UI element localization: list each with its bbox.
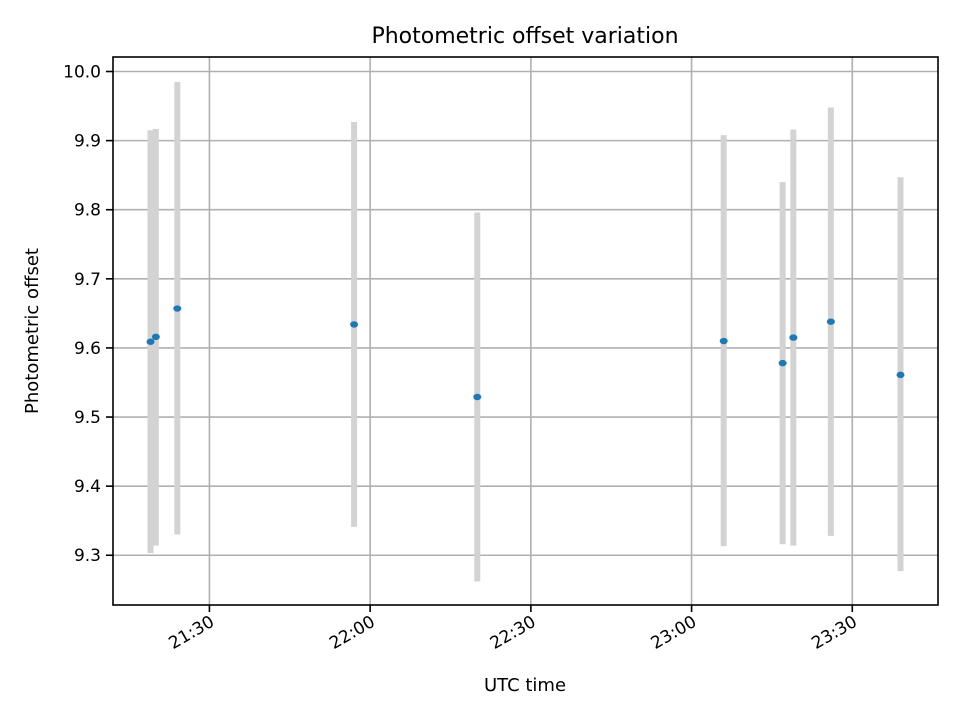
data-point — [826, 318, 835, 325]
x-tick-label: 23:00 — [648, 612, 700, 654]
x-tick-label: 23:30 — [808, 612, 860, 654]
y-tick-label: 9.9 — [74, 132, 101, 152]
y-axis-ticks: 9.3 9.4 9.5 9.6 9.7 9.8 9.9 10.0 — [63, 63, 113, 566]
data-point — [151, 333, 160, 341]
data-point — [350, 321, 359, 328]
y-tick-label: 10.0 — [63, 63, 101, 83]
grid-layer — [113, 57, 938, 605]
chart-title: Photometric offset variation — [371, 24, 678, 49]
x-tick-label: 22:30 — [487, 612, 539, 654]
data-point — [789, 334, 798, 341]
point-layer — [146, 305, 905, 401]
y-tick-label: 9.4 — [74, 477, 101, 497]
y-tick-label: 9.6 — [74, 339, 101, 359]
y-axis-label: Photometric offset — [22, 248, 43, 414]
data-point — [173, 305, 182, 312]
errorbar-layer — [147, 81, 904, 582]
data-point — [896, 371, 905, 379]
y-tick-label: 9.3 — [74, 546, 101, 566]
x-axis-label: UTC time — [484, 675, 566, 696]
x-axis-ticks: 21:30 22:00 22:30 23:00 23:30 — [165, 605, 861, 654]
x-tick-label: 21:30 — [165, 612, 217, 654]
x-tick-label: 22:00 — [326, 612, 378, 654]
data-point — [719, 337, 728, 345]
y-tick-label: 9.5 — [74, 408, 101, 428]
y-tick-label: 9.7 — [74, 270, 101, 290]
plot-frame — [112, 56, 939, 606]
data-point — [473, 393, 482, 401]
data-point — [778, 359, 787, 367]
data-point — [146, 338, 155, 345]
y-tick-label: 9.8 — [74, 201, 101, 221]
